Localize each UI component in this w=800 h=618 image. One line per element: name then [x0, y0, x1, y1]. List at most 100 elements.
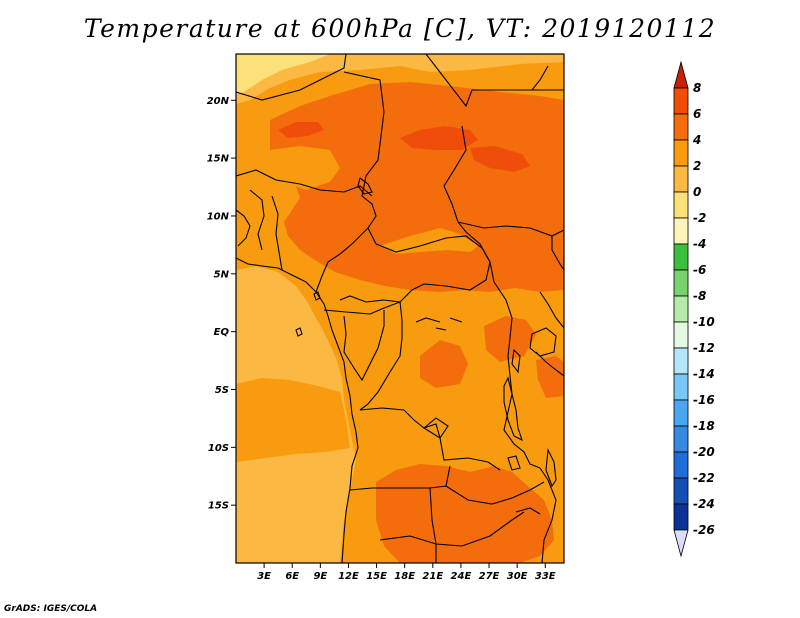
border-sudan-ethiopia [551, 236, 564, 271]
colorbar-bottom-triangle [673, 529, 689, 558]
lake-kariba [515, 507, 541, 515]
border-libya-egypt [425, 54, 564, 108]
lat-tick-label: EQ [214, 327, 230, 338]
colorbar-label: -12 [693, 341, 715, 355]
lake-malawi [545, 448, 557, 488]
lon-tick-label: 30E [507, 571, 528, 582]
border-west-africa-2 [249, 189, 265, 251]
colorbar-segment [673, 217, 689, 245]
border-north-1 [236, 54, 347, 101]
colorbar-label: -26 [693, 523, 715, 537]
colorbar-segment [673, 139, 689, 167]
island-fernando [295, 327, 303, 337]
colorbar-label: -14 [693, 367, 715, 381]
lon-tick-label: 12E [338, 571, 359, 582]
border-mozambique [539, 467, 557, 563]
island-bioko [313, 291, 321, 301]
colorbar: 8 6 4 2 0 -2 -4 -6 -8 -10 -12 -14 -16 -18 -20 -22 -24 -26 [673, 60, 715, 558]
longitude-axis: 3E 6E 9E 12E 15E 18E 21E 24E 27E 30E 33E [257, 563, 556, 582]
border-namibia-botswana [429, 487, 437, 563]
lon-tick-label: 18E [394, 571, 415, 582]
border-niger-nigeria [236, 169, 373, 197]
colorbar-segment [673, 451, 689, 479]
colorbar-label: -24 [693, 497, 715, 511]
field-region-4-6-south [376, 464, 554, 563]
border-cameroon-south [323, 301, 401, 315]
lake-chad [357, 177, 373, 195]
border-car [339, 235, 491, 303]
colorbar-label: -20 [693, 445, 715, 459]
lake-mweru [507, 455, 521, 471]
lat-tick-label: 5S [215, 385, 229, 396]
colorbar-segment [673, 373, 689, 401]
colorbar-label: -22 [693, 471, 715, 485]
colorbar-segment [673, 165, 689, 193]
colorbar-label: 2 [693, 159, 701, 173]
latitude-axis: 20N 15N 10N 5N EQ 5S 10S 15S [207, 96, 236, 512]
field-region-2-4-atlantic-south [236, 378, 350, 462]
colorbar-segment [673, 321, 689, 349]
field-region-0-2-north [236, 54, 564, 104]
coastline-gulf-guinea-detail [236, 209, 251, 247]
colorbar-label: -18 [693, 419, 715, 433]
border-drc-north [359, 301, 403, 411]
border-drc-south [359, 407, 501, 471]
field-region-6-8-core-northeast [470, 146, 530, 172]
field-region-minus2-0-north [236, 54, 330, 94]
field-region-2-4-inlet-central [380, 228, 478, 254]
colorbar-label: 0 [693, 185, 701, 199]
colorbar-label: 4 [692, 133, 701, 147]
lon-tick-label: 3E [257, 571, 271, 582]
border-congo [343, 310, 385, 382]
lat-tick-label: 15N [207, 154, 230, 165]
border-north-2 [343, 71, 385, 245]
lake-victoria [529, 327, 557, 357]
lon-tick-label: 33E [535, 571, 556, 582]
lon-tick-label: 6E [285, 571, 299, 582]
colorbar-segment [673, 295, 689, 323]
colorbar-label: -6 [693, 263, 706, 277]
colorbar-segment [673, 113, 689, 141]
lon-tick-label: 15E [366, 571, 387, 582]
field-region-4-6-east [536, 356, 564, 398]
lat-tick-label: 20N [207, 96, 230, 107]
colorbar-segment [673, 243, 689, 271]
lon-tick-label: 27E [479, 571, 500, 582]
lat-tick-label: 5N [214, 269, 230, 280]
border-sudan-south [457, 221, 564, 237]
colorbar-segment [673, 87, 689, 115]
border-west-africa-1 [271, 195, 283, 271]
lat-tick-label: 15S [208, 501, 229, 512]
map-title: Temperature at 600hPa [C], VT: 201912011… [83, 14, 717, 43]
colorbar-label: -10 [693, 315, 715, 329]
grads-credit: GrADS: IGES/COLA [4, 604, 98, 614]
field-region-6-8-core-west [278, 122, 324, 138]
colorbar-segment [673, 503, 689, 531]
colorbar-label: -2 [693, 211, 706, 225]
coastline-west-africa [236, 257, 359, 563]
field-region-4-6-north [270, 82, 564, 292]
colorbar-segment [673, 347, 689, 375]
border-nigeria-cameroon [315, 227, 369, 293]
lon-tick-label: 9E [313, 571, 327, 582]
colorbar-segment [673, 191, 689, 219]
colorbar-label: 6 [693, 107, 701, 121]
field-region-2-4-inlet-west [270, 146, 340, 190]
map-frame [235, 53, 565, 564]
colorbar-label: -8 [693, 289, 706, 303]
border-kenya-tanzania [535, 351, 564, 377]
border-angola-south [349, 465, 451, 491]
border-east-africa [539, 291, 564, 329]
colorbar-segment [673, 269, 689, 297]
field-region-4-6-congo [420, 340, 468, 388]
colorbar-label: -4 [693, 237, 706, 251]
temperature-field [236, 54, 564, 563]
river-congo-fragments [415, 317, 463, 331]
border-angola-zambia [423, 417, 449, 439]
lake-kivu-albert [511, 348, 521, 374]
border-southern [379, 511, 525, 547]
lon-tick-label: 24E [451, 571, 472, 582]
lat-tick-label: 10S [208, 443, 229, 454]
colorbar-label: -16 [693, 393, 715, 407]
